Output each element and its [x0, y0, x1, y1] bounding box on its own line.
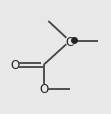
- Text: C: C: [66, 35, 74, 48]
- Text: O: O: [10, 59, 20, 72]
- Circle shape: [66, 38, 74, 46]
- Circle shape: [40, 85, 48, 93]
- Text: O: O: [39, 82, 48, 95]
- Circle shape: [11, 61, 19, 69]
